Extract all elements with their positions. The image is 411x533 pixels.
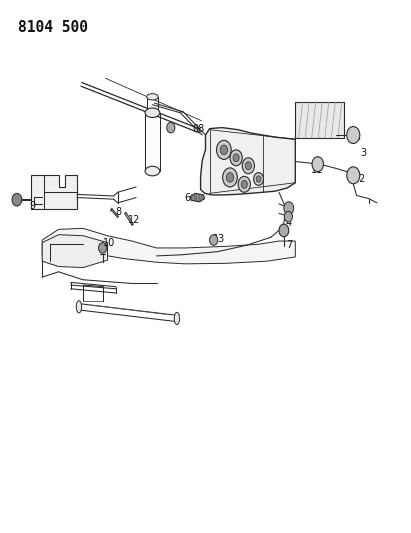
Circle shape (226, 173, 234, 182)
Ellipse shape (145, 166, 160, 176)
Circle shape (230, 150, 242, 166)
Text: 12: 12 (128, 215, 140, 225)
Circle shape (254, 173, 263, 185)
Polygon shape (31, 175, 77, 209)
Circle shape (223, 168, 237, 187)
Circle shape (217, 140, 231, 159)
Polygon shape (201, 127, 296, 195)
Circle shape (347, 167, 360, 184)
Circle shape (242, 158, 254, 174)
Text: 7: 7 (286, 240, 293, 251)
Circle shape (238, 176, 250, 192)
Circle shape (99, 243, 107, 253)
Circle shape (241, 180, 247, 188)
Circle shape (279, 224, 289, 237)
Text: 9: 9 (29, 201, 35, 211)
Text: 08: 08 (192, 124, 205, 134)
Circle shape (256, 176, 261, 182)
Text: 1: 1 (242, 158, 248, 168)
Text: 11: 11 (311, 165, 323, 175)
Polygon shape (42, 235, 108, 268)
Text: 2: 2 (358, 174, 365, 184)
Ellipse shape (174, 312, 180, 325)
Text: 10: 10 (103, 238, 115, 248)
Text: 3: 3 (360, 148, 367, 158)
Circle shape (233, 154, 239, 162)
Circle shape (347, 126, 360, 143)
Ellipse shape (145, 108, 160, 117)
Circle shape (167, 122, 175, 133)
Circle shape (12, 193, 22, 206)
Ellipse shape (76, 301, 82, 313)
Text: 8: 8 (115, 207, 122, 217)
Circle shape (210, 235, 218, 245)
Circle shape (284, 202, 294, 215)
Text: 13: 13 (213, 234, 225, 244)
Circle shape (312, 157, 323, 172)
Polygon shape (42, 228, 296, 264)
Circle shape (220, 145, 228, 155)
Text: 6: 6 (184, 192, 190, 203)
Ellipse shape (147, 94, 158, 100)
Text: 8104 500: 8104 500 (18, 20, 88, 35)
Polygon shape (296, 102, 344, 138)
Circle shape (284, 212, 293, 222)
Polygon shape (190, 193, 205, 202)
Text: 3: 3 (285, 209, 291, 220)
Text: 4: 4 (285, 218, 291, 228)
Circle shape (245, 162, 252, 169)
